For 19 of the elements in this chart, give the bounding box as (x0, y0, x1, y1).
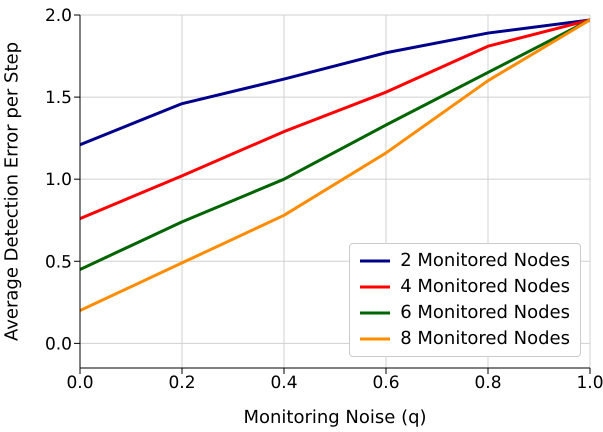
x-tick-label: 0.8 (474, 373, 502, 394)
legend-label: 6 Monitored Nodes (400, 301, 570, 325)
y-tick-label: 1.5 (44, 88, 72, 108)
y-tick-label: 1.0 (44, 170, 72, 190)
x-tick-label: 0.2 (168, 373, 196, 394)
x-axis-title: Monitoring Noise (q) (243, 407, 427, 428)
x-tick-label: 0.6 (372, 373, 400, 394)
x-tick-label: 0.0 (66, 373, 94, 394)
y-tick-label: 0.0 (44, 334, 72, 354)
line-series (80, 18, 590, 220)
legend-label: 8 Monitored Nodes (400, 327, 570, 351)
legend-label: 2 Monitored Nodes (400, 249, 570, 273)
y-tick-label: 0.5 (44, 252, 72, 272)
legend-label: 4 Monitored Nodes (400, 275, 570, 299)
x-tick-label: 0.4 (270, 373, 298, 394)
y-tick-label: 2.0 (44, 6, 72, 26)
y-axis-title: Average Detection Error per Step (1, 42, 22, 342)
line-series (80, 18, 590, 146)
x-tick-label: 1.0 (576, 373, 603, 394)
